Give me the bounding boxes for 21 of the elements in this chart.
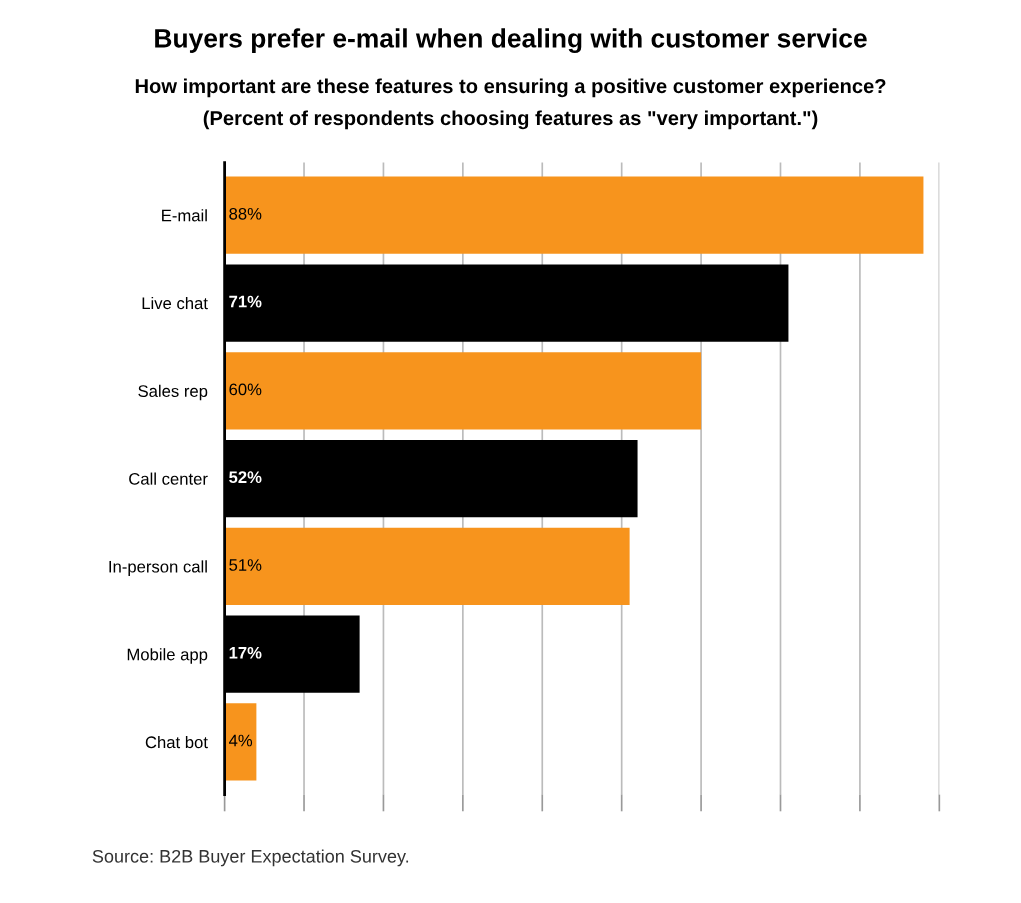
data-label: 60% [229, 383, 262, 396]
y-tick-label: Call center [129, 472, 208, 485]
source-note: Source: B2B Buyer Expectation Survey. [92, 849, 409, 867]
data-label: 4% [228, 734, 253, 747]
y-tick-label: In-person call [109, 560, 207, 576]
bar [224, 352, 702, 430]
data-label: 88% [229, 207, 262, 220]
bar [224, 527, 630, 606]
chart-subtitle: How important are these features to ensuring a positive customer experience? (Percent of respondents choosing features as "very important.") [135, 78, 886, 130]
data-label: 52% [229, 471, 262, 484]
chart-title: Buyers prefer e-mail when dealing with customer service [155, 28, 867, 53]
data-label: 17% [229, 646, 262, 659]
y-tick-label: Sales rep [138, 384, 208, 401]
y-tick-label: Chat bot [145, 735, 208, 749]
bar [224, 703, 257, 781]
data-label: 51% [229, 559, 262, 571]
y-tick-label: Live chat [142, 296, 208, 310]
y-tick-label: Mobile app [127, 648, 208, 664]
data-label: 71% [229, 295, 262, 308]
bar [224, 176, 924, 254]
y-tick-label: E-mail [162, 209, 207, 222]
